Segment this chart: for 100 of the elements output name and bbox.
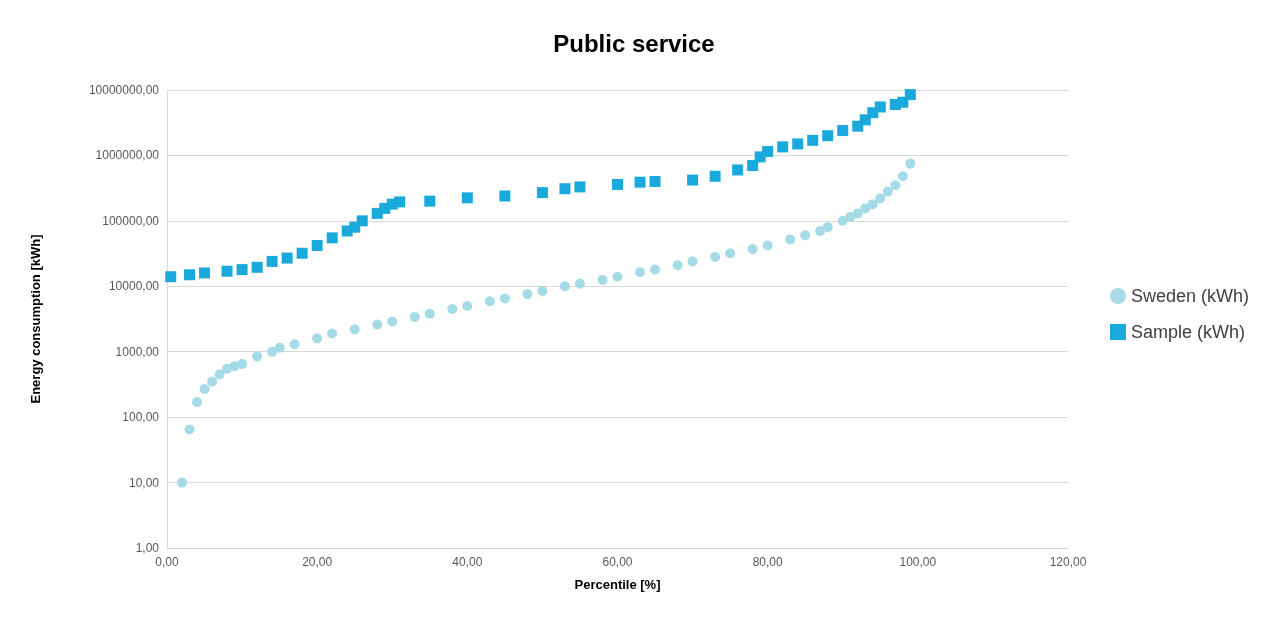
point (897, 96, 909, 108)
y-axis-title: Energy consumption [kWh] (28, 234, 43, 404)
point (672, 260, 683, 271)
point (709, 170, 721, 182)
point (349, 221, 361, 233)
point (281, 252, 293, 264)
point (274, 342, 285, 353)
point (650, 264, 661, 275)
point (192, 397, 203, 408)
point (356, 215, 368, 227)
point (822, 130, 834, 142)
point (559, 281, 570, 292)
point (499, 190, 511, 202)
point (837, 215, 848, 226)
point (237, 358, 248, 369)
y-tick-label: 1000,00 (115, 344, 160, 359)
point (522, 289, 533, 300)
point (597, 274, 608, 285)
x-tick-label: 80,00 (752, 555, 784, 569)
point (296, 247, 308, 259)
point (349, 324, 360, 335)
point (867, 199, 878, 210)
point (199, 383, 210, 394)
point (747, 160, 759, 172)
point (537, 285, 548, 296)
point (710, 252, 721, 263)
point (612, 178, 623, 190)
point (762, 145, 774, 157)
x-tick-label: 20,00 (302, 555, 333, 569)
point (559, 183, 571, 195)
point (184, 424, 195, 435)
point (327, 328, 338, 339)
point (177, 477, 188, 488)
point (649, 175, 661, 187)
point (635, 267, 646, 278)
point (800, 230, 811, 241)
y-tick-label: 1000000,00 (95, 148, 160, 163)
point (890, 180, 901, 191)
point (860, 203, 871, 214)
point (725, 248, 736, 259)
point (807, 134, 819, 146)
point (875, 193, 886, 204)
x-tick-label: 100,00 (899, 555, 937, 569)
x-axis-title: Percentile [%] (574, 577, 661, 592)
point (236, 264, 248, 276)
point (165, 271, 177, 283)
point (461, 192, 473, 204)
point (289, 339, 300, 350)
point (536, 187, 548, 199)
point (845, 211, 856, 222)
point (199, 267, 211, 279)
point (874, 101, 886, 113)
point (266, 255, 278, 267)
point (222, 363, 233, 374)
point (184, 269, 196, 281)
point (792, 138, 804, 150)
point (221, 265, 233, 277)
point (447, 303, 458, 314)
y-tick-label: 1,00 (135, 541, 160, 555)
point (687, 256, 698, 267)
point (462, 300, 473, 311)
point (574, 181, 586, 193)
point (372, 319, 383, 330)
point (882, 186, 893, 197)
x-tick-label: 120,00 (1049, 555, 1087, 569)
point (904, 89, 916, 101)
chart-title: Public service (553, 29, 715, 57)
point (387, 316, 398, 327)
point (312, 333, 323, 344)
point (687, 174, 699, 186)
point (409, 311, 420, 322)
point (424, 308, 435, 319)
y-tick-label: 10,00 (128, 475, 160, 490)
point (852, 120, 864, 132)
point (852, 208, 863, 219)
point (214, 369, 225, 380)
y-tick-label: 100,00 (122, 410, 160, 425)
y-tick-label: 100000,00 (102, 213, 160, 228)
x-tick-label: 60,00 (602, 555, 633, 569)
point (251, 261, 263, 273)
point (207, 376, 218, 387)
point (394, 196, 406, 208)
point (499, 293, 510, 304)
point (837, 125, 849, 137)
y-tick-label: 10000000,00 (88, 83, 160, 97)
x-tick-label: 40,00 (452, 555, 483, 569)
point (252, 351, 263, 362)
point (732, 164, 744, 176)
point (634, 176, 646, 188)
point (267, 346, 278, 357)
point (311, 240, 323, 252)
point (484, 296, 495, 307)
legend-label: Sweden (kWh) (1130, 286, 1250, 306)
point (815, 225, 826, 236)
point (747, 244, 758, 255)
point (762, 240, 773, 251)
point (777, 141, 789, 153)
point (574, 278, 585, 289)
point (326, 232, 338, 244)
x-tick-label: 0,00 (155, 555, 179, 569)
